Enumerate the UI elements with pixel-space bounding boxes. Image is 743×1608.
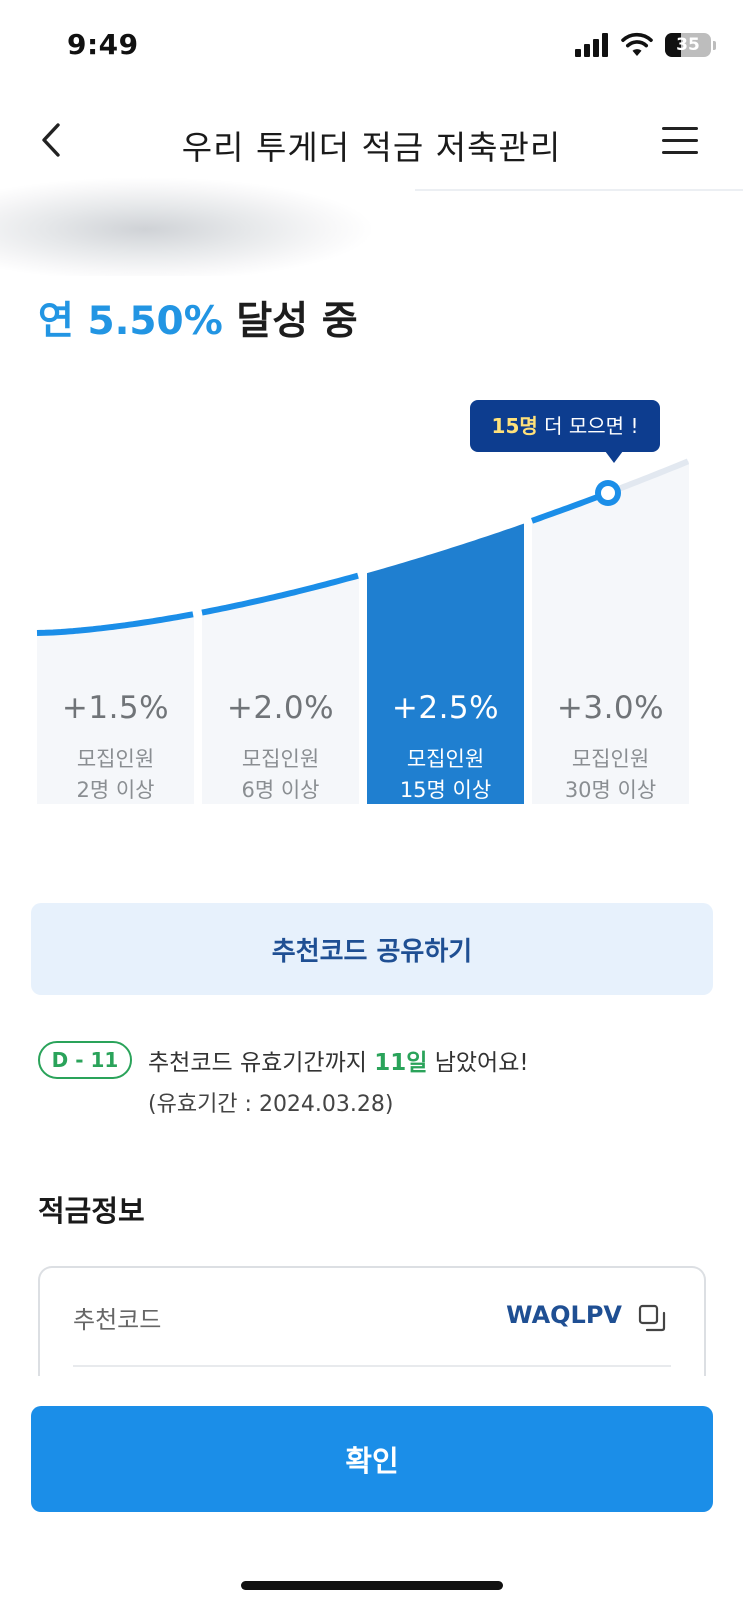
- tier-label: 모집인원: [76, 747, 155, 771]
- tier-rate: +1.5%: [61, 690, 170, 726]
- tier-chart: +1.5% 모집인원 2명 이상 +2.0% 모집인원 6명 이상 +2.5% …: [0, 385, 743, 830]
- tier-rate: +2.0%: [226, 690, 335, 726]
- rate-value: 5.50%: [87, 299, 223, 344]
- home-indicator: [241, 1581, 503, 1590]
- menu-button[interactable]: [662, 123, 702, 157]
- rate-prefix: 연: [38, 299, 74, 344]
- info-divider: [73, 1365, 671, 1367]
- expiry-notice: 추천코드 유효기간까지 11일 남았어요!: [148, 1043, 529, 1077]
- tier-bar: [202, 575, 359, 804]
- blurred-content: [0, 172, 415, 276]
- confirm-button[interactable]: 확인: [31, 1406, 713, 1512]
- status-time: 9:49: [67, 28, 139, 61]
- tier-column: +2.0% 모집인원 6명 이상: [202, 385, 359, 830]
- tier-bar: [37, 614, 194, 804]
- tooltip-text: 더 모으면 !: [544, 414, 639, 438]
- hamburger-menu-icon: [662, 127, 698, 130]
- battery-fill: [665, 33, 682, 57]
- tier-count: 15명 이상: [399, 778, 492, 802]
- tier-chart-graphic: [36, 458, 690, 804]
- back-button[interactable]: [30, 115, 74, 165]
- notice-after: 남았어요!: [434, 1050, 529, 1076]
- tier-column-active: +2.5% 모집인원 15명 이상: [367, 385, 524, 830]
- expiry-date: (유효기간 : 2024.03.28): [148, 1092, 394, 1117]
- referral-code-label: 추천코드: [73, 1306, 162, 1334]
- page-title: 우리 투게더 적금 저축관리: [181, 128, 562, 167]
- curve-segment: [201, 572, 359, 616]
- tier-count: 30명 이상: [564, 778, 657, 802]
- tier-column: +1.5% 모집인원 2명 이상: [37, 385, 194, 830]
- curve-segment: [36, 611, 194, 636]
- tier-label: 모집인원: [406, 747, 485, 771]
- tooltip-number: 15명: [491, 414, 538, 438]
- copy-icon[interactable]: [638, 1304, 666, 1332]
- tier-rate: +3.0%: [556, 690, 665, 726]
- battery-cap: [713, 41, 716, 50]
- share-referral-code-button[interactable]: 추천코드 공유하기: [31, 903, 713, 995]
- tier-count: 6명 이상: [241, 778, 320, 802]
- progress-marker-center: [601, 486, 615, 500]
- tier-column: +3.0% 모집인원 30명 이상: [532, 385, 689, 830]
- savings-info-card: 추천코드 WAQLPV: [38, 1266, 706, 1376]
- d-day-badge: D - 11: [38, 1041, 132, 1079]
- status-bar: 9:49 35: [0, 0, 743, 95]
- tier-label: 모집인원: [571, 747, 650, 771]
- tier-count: 2명 이상: [76, 778, 155, 802]
- battery-text: 35: [676, 35, 700, 55]
- goal-tooltip: 15명 더 모으면 !: [470, 400, 660, 452]
- referral-code-value: WAQLPV: [506, 1301, 622, 1329]
- curve-segment: [531, 490, 610, 524]
- tier-label: 모집인원: [241, 747, 320, 771]
- rate-heading: 연 5.50% 달성 중: [38, 290, 358, 346]
- tier-bar-active: [367, 523, 524, 804]
- tier-bar: [532, 461, 689, 804]
- wifi-icon: [621, 32, 653, 56]
- tooltip-arrow: [605, 451, 623, 463]
- battery-icon: 35: [665, 33, 711, 57]
- chevron-left-icon: [42, 123, 60, 157]
- notice-before: 추천코드 유효기간까지: [148, 1050, 367, 1076]
- tier-rate: +2.5%: [391, 690, 500, 726]
- notice-days: 11일: [374, 1050, 428, 1076]
- section-title: 적금정보: [38, 1194, 145, 1228]
- signal-icon: [575, 33, 609, 57]
- rate-suffix: 달성 중: [236, 299, 358, 344]
